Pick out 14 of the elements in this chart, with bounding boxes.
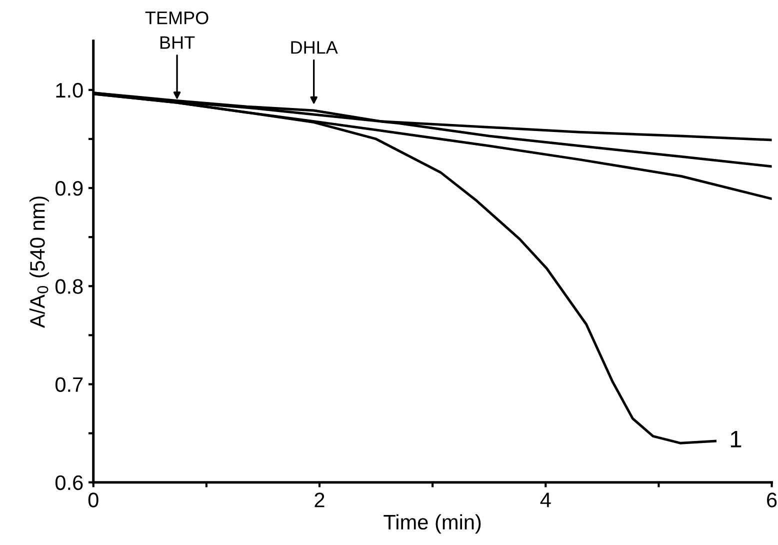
y-tick-label: 0.6 [55, 475, 83, 490]
x-tick-label: 4 [540, 492, 551, 508]
annotation: DHLA [291, 41, 338, 54]
x-tick-label: 6 [767, 492, 777, 508]
x-axis-title: Time (min) [384, 514, 481, 534]
y-tick-label: 0.9 [55, 181, 83, 196]
x-tick-label: 2 [314, 492, 324, 508]
y-axis-title: A/A$_{0}$ (540 nm) [30, 196, 49, 328]
y-tick-label: 0.8 [55, 279, 83, 294]
y-tick-label: 1.0 [56, 82, 83, 98]
annotation: TEMPO BHT [145, 11, 208, 49]
y-tick-label: 0.7 [55, 377, 83, 392]
annotation: 1 [730, 430, 742, 448]
x-tick-label: 0 [88, 492, 98, 508]
